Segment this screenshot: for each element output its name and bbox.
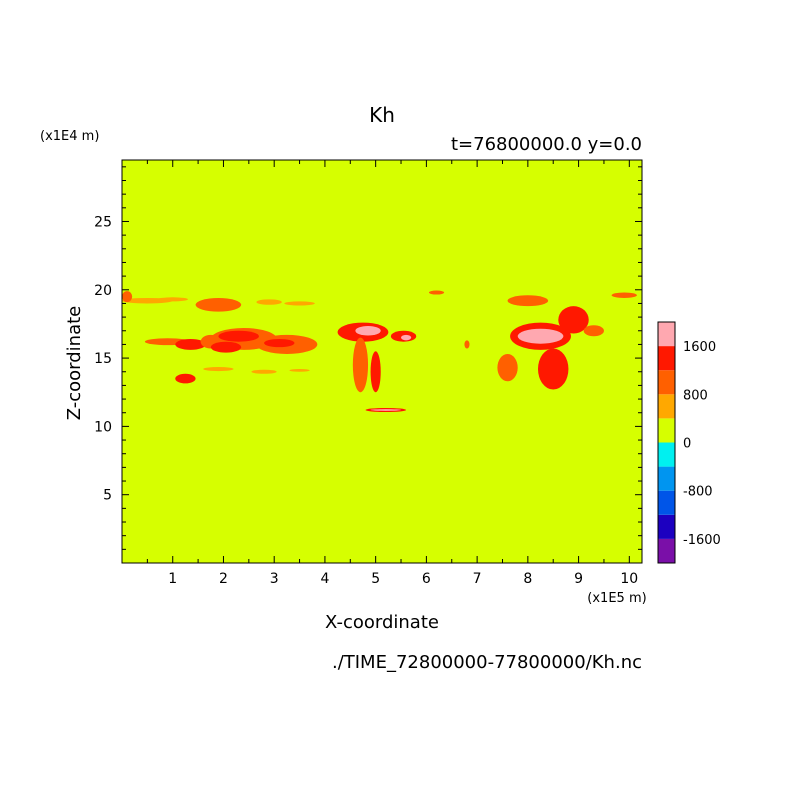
- contour-feature: [203, 366, 234, 372]
- colorbar: -1600 -800 0 800 1600: [657, 321, 721, 564]
- plot-area: [121, 159, 643, 564]
- contour-feature: [558, 306, 589, 334]
- colorbar-segment: [658, 514, 675, 539]
- y-tick-label: 25: [94, 214, 112, 230]
- chart-subtitle: t=76800000.0 y=0.0: [451, 134, 642, 155]
- colorbar-segment: [658, 466, 675, 491]
- contour-feature: [218, 330, 259, 342]
- contour-feature: [175, 338, 206, 350]
- colorbar-segment: [658, 490, 675, 515]
- x-tick-label: 5: [371, 571, 380, 587]
- x-tick-label: 3: [270, 571, 279, 587]
- y-axis: 5 10 15 20 25: [94, 166, 642, 550]
- contour-feature: [122, 291, 133, 303]
- contour-feature: [428, 290, 445, 295]
- colorbar-tick-label: -800: [683, 485, 713, 500]
- colorbar-tick-label: 1600: [683, 340, 716, 355]
- contour-feature: [517, 328, 564, 344]
- colorbar-segment: [658, 442, 675, 467]
- colorbar-segment: [658, 370, 675, 395]
- colorbar-segment: [658, 346, 675, 371]
- contour-feature: [507, 295, 549, 307]
- colorbar-tick-label: -1600: [683, 533, 721, 548]
- colorbar-segment: [658, 538, 675, 563]
- x-tick-label: 2: [219, 571, 228, 587]
- contour-feature: [538, 348, 569, 390]
- x-tick-label: 1: [168, 571, 177, 587]
- contour-feature: [264, 338, 295, 348]
- colorbar-segment: [658, 322, 675, 347]
- x-unit-label: (x1E5 m): [587, 591, 646, 606]
- y-unit-label: (x1E4 m): [40, 129, 99, 144]
- contour-feature: [157, 297, 188, 302]
- contour-feature: [370, 409, 402, 411]
- x-tick-label: 10: [620, 571, 638, 587]
- y-tick-label: 15: [94, 351, 112, 367]
- contour-feature: [497, 353, 518, 382]
- plot-frame: [121, 159, 643, 564]
- contour-feature: [611, 292, 637, 298]
- contour-feature: [583, 325, 604, 337]
- colorbar-tick-label: 0: [683, 437, 691, 452]
- contour-feature: [289, 369, 310, 372]
- contour-feature: [352, 337, 369, 393]
- contour-feature: [175, 373, 196, 384]
- contour-feature: [284, 301, 315, 306]
- file-path: ./TIME_72800000-77800000/Kh.nc: [332, 652, 642, 673]
- contour-feature: [401, 334, 412, 341]
- y-tick-label: 5: [103, 488, 112, 504]
- contour-feature: [256, 299, 282, 305]
- x-tick-label: 4: [320, 571, 329, 587]
- contour-feature: [355, 325, 381, 336]
- colorbar-tick-label: 800: [683, 388, 708, 403]
- contour-feature: [251, 369, 277, 374]
- x-axis: 1 2 3 4 5 6 7 8 9 10: [146, 160, 638, 587]
- y-tick-label: 20: [94, 283, 112, 299]
- contour-feature: [464, 340, 470, 349]
- contour-feature: [370, 351, 381, 393]
- contour-feature: [210, 341, 242, 353]
- colorbar-segment: [658, 394, 675, 419]
- contour-feature: [195, 297, 242, 312]
- x-tick-label: 6: [422, 571, 431, 587]
- x-tick-label: 9: [574, 571, 583, 587]
- x-axis-label: X-coordinate: [325, 612, 439, 633]
- x-tick-label: 8: [523, 571, 532, 587]
- colorbar-frame: [657, 321, 676, 564]
- chart-title: Kh: [369, 103, 395, 127]
- colorbar-segment: [658, 418, 675, 443]
- x-tick-label: 7: [473, 571, 482, 587]
- y-tick-label: 10: [94, 419, 112, 435]
- y-axis-label: Z-coordinate: [64, 306, 85, 421]
